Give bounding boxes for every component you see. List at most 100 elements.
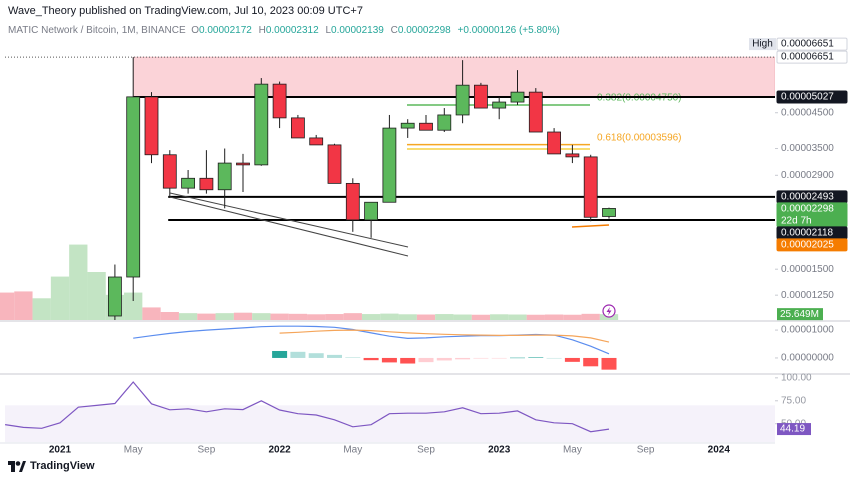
ohlc-value: 0.00002298 <box>397 25 451 36</box>
volume-bar <box>32 298 51 320</box>
rsi-label: 44.19 <box>780 424 805 435</box>
y-tick-label: 0.00002900 <box>781 170 834 181</box>
publisher: Wave_Theory published on TradingView.com… <box>8 5 363 17</box>
trend-line <box>571 224 610 228</box>
ohlc-key: L <box>325 25 332 36</box>
volume-bar <box>160 312 179 320</box>
volume-bar <box>14 291 33 320</box>
event-icon[interactable] <box>602 304 616 318</box>
volume-bar <box>471 314 491 320</box>
volume-bar <box>416 314 436 320</box>
macd-histogram <box>528 357 544 358</box>
x-tick-label: 2021 <box>49 445 72 456</box>
volume-bar <box>544 314 564 320</box>
volume-bar <box>0 292 15 320</box>
ohlc-key: O <box>191 25 199 36</box>
countdown: 22d 7h <box>781 215 812 226</box>
candle-body <box>272 83 287 119</box>
macd-histogram <box>546 357 562 359</box>
macd-histogram <box>327 354 342 358</box>
footer: TradingView <box>8 460 95 472</box>
x-tick-label: 2022 <box>268 445 291 456</box>
volume-bar <box>178 313 198 320</box>
macd-tick-label: 0.00000000 <box>781 353 834 364</box>
x-tick-label: 2024 <box>708 445 731 456</box>
volume-bar <box>50 276 70 320</box>
volume-label-box <box>777 308 823 321</box>
x-tick-label: May <box>124 445 143 456</box>
volume-bar <box>288 313 308 320</box>
candle-body <box>345 182 360 221</box>
signal-line <box>279 329 610 343</box>
volume-bar <box>490 314 509 320</box>
symbol-bar: MATIC Network / Bitcoin, 1M, BINANCE O0.… <box>8 25 564 36</box>
volume-bar <box>343 313 362 320</box>
candle-body <box>565 153 580 158</box>
ohlc-value: 0.00002172 <box>198 25 252 36</box>
volume-bar <box>270 313 289 320</box>
y-tick-label: 0.00003500 <box>781 143 834 154</box>
volume-bar <box>215 313 234 320</box>
x-tick-label: Sep <box>198 445 216 456</box>
y-tick-label: 0.00001250 <box>781 290 834 301</box>
change: +0.00000126 (+5.80%) <box>457 25 560 36</box>
candle-body <box>510 91 525 103</box>
volume-bar <box>233 312 253 320</box>
volume-bar <box>124 292 143 320</box>
rsi-line <box>5 381 610 433</box>
macd-histogram <box>491 357 507 359</box>
volume-bar <box>563 314 582 320</box>
candle-body <box>236 162 250 166</box>
candle-body <box>126 96 141 278</box>
macd-histogram <box>473 357 489 359</box>
fib-label: 0.382(0.00004750) <box>597 93 682 104</box>
y-tick-label: 0.00001500 <box>781 264 834 275</box>
rsi-label-box <box>777 423 811 436</box>
price-label: 0.00005027 <box>781 92 834 103</box>
macd-histogram <box>455 357 471 360</box>
macd-histogram <box>564 357 580 362</box>
candle-body <box>364 201 379 221</box>
volume-bar <box>508 314 527 320</box>
volume-bar <box>453 314 472 320</box>
volume-bar <box>69 244 88 320</box>
candle-body <box>473 84 488 109</box>
tag-label: High <box>752 39 773 50</box>
candle-body <box>400 122 415 129</box>
ohlc-value: 0.00002139 <box>331 25 384 36</box>
macd-histogram <box>418 357 434 363</box>
macd-histogram <box>308 353 324 358</box>
candle-body <box>162 154 177 189</box>
candle-body <box>382 127 397 203</box>
volume-bar <box>398 314 417 320</box>
price-label-box <box>776 37 848 51</box>
candle-body <box>419 122 433 131</box>
volume-bar <box>252 313 271 320</box>
rsi-tick-label: 100.00 <box>781 372 812 383</box>
ohlc-key: C <box>390 25 398 36</box>
candle-body <box>547 131 561 155</box>
volume-bar <box>307 314 326 320</box>
price-back-layer: 0.382(0.00004750) 0.618(0.00003596) <box>0 56 775 320</box>
ohlc-value: 0.00002312 <box>265 25 319 36</box>
x-tick-label: May <box>343 445 362 456</box>
macd-histogram <box>436 357 452 361</box>
candle-body <box>144 96 159 156</box>
trend-line <box>169 196 409 257</box>
macd-histogram <box>272 350 288 358</box>
price-label: 0.00002118 <box>781 227 834 238</box>
chart: 0.382(0.00004750) 0.618(0.00003596) 0.000… <box>0 37 850 456</box>
zone <box>132 56 775 98</box>
volume-bar <box>197 313 216 320</box>
macd-tick-label: 0.00001000 <box>781 325 834 336</box>
price-label: 0.00006651 <box>781 52 834 63</box>
candle-body <box>199 177 214 191</box>
volume-bar <box>380 313 399 320</box>
volume-bar <box>581 313 600 320</box>
rsi-tick-label: 75.00 <box>781 395 806 406</box>
candle-body <box>181 177 196 189</box>
candle-body <box>583 156 598 218</box>
candle-body <box>528 91 543 133</box>
macd-histogram <box>400 357 416 364</box>
